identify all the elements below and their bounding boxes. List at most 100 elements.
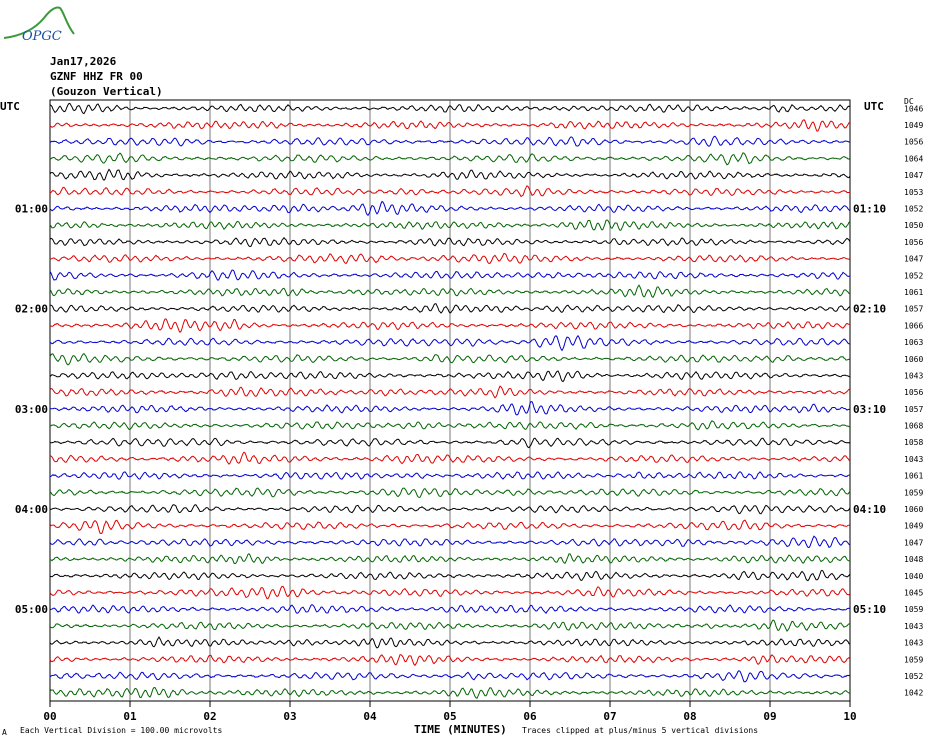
left-hour-label: 03:00 xyxy=(15,403,48,416)
x-tick-label: 05 xyxy=(443,710,456,723)
dc-offset-label: 1057 xyxy=(904,305,923,314)
right-hour-label: 03:10 xyxy=(853,403,886,416)
traces xyxy=(49,102,851,700)
dc-offset-label: 1064 xyxy=(904,154,923,163)
right-hour-label: 02:10 xyxy=(853,303,886,316)
left-hour-label: 01:00 xyxy=(15,203,48,216)
right-hour-label: 05:10 xyxy=(853,603,886,616)
dc-offset-label: 1052 xyxy=(904,205,923,214)
x-tick-label: 01 xyxy=(123,710,137,723)
seismic-trace xyxy=(49,686,851,700)
dc-offset-label: 1056 xyxy=(904,138,923,147)
seismic-trace xyxy=(49,401,851,416)
right-hour-label: 04:10 xyxy=(853,503,886,516)
dc-offset-label: 1058 xyxy=(904,438,923,447)
left-hour-label: 02:00 xyxy=(15,303,48,316)
scale-note: Each Vertical Division = 100.00 microvol… xyxy=(20,726,222,735)
x-tick-label: 03 xyxy=(283,710,296,723)
seismic-trace xyxy=(49,471,851,480)
dc-offset-label: 1043 xyxy=(904,622,923,631)
seismic-trace xyxy=(49,252,851,265)
seismic-trace xyxy=(49,535,851,549)
seismic-trace xyxy=(49,200,851,217)
x-tick-label: 07 xyxy=(603,710,616,723)
row-labels: 1046 1049 1056 1064 1047 1053 1052 1050 1056 1047… xyxy=(15,104,924,697)
dc-offset-label: 1061 xyxy=(904,288,923,297)
seismic-trace xyxy=(49,451,851,465)
seismic-trace xyxy=(49,284,851,298)
right-hour-label: 01:10 xyxy=(853,203,886,216)
seismic-trace xyxy=(49,352,851,366)
seismic-trace xyxy=(49,185,851,198)
dc-offset-label: 1043 xyxy=(904,639,923,648)
dc-offset-label: 1047 xyxy=(904,538,923,547)
x-tick-label: 00 xyxy=(43,710,56,723)
seismic-trace xyxy=(49,519,851,535)
x-tick-label: 08 xyxy=(683,710,696,723)
dc-offset-label: 1043 xyxy=(904,455,923,464)
dc-offset-label: 1056 xyxy=(904,388,923,397)
seismic-trace xyxy=(49,385,851,399)
dc-offset-label: 1053 xyxy=(904,188,923,197)
x-tick-label: 06 xyxy=(523,710,537,723)
header-location: (Gouzon Vertical) xyxy=(50,85,163,98)
seismic-trace xyxy=(49,269,851,282)
left-axis-label: UTC xyxy=(0,100,20,113)
x-tick-label: 02 xyxy=(203,710,216,723)
seismic-trace xyxy=(49,370,850,383)
dc-offset-label: 1050 xyxy=(904,221,923,230)
dc-offset-label: 1047 xyxy=(904,171,923,180)
seismic-trace xyxy=(49,654,851,667)
seismic-trace xyxy=(49,168,851,181)
dc-offset-label: 1047 xyxy=(904,255,923,264)
dc-offset-label: 1057 xyxy=(904,405,923,414)
dc-offset-label: 1060 xyxy=(904,505,923,514)
seismic-trace xyxy=(49,553,851,565)
right-axis-label: UTC xyxy=(864,100,884,113)
header-station: GZNF HHZ FR 00 xyxy=(50,70,143,83)
seismic-trace xyxy=(49,420,851,431)
seismic-trace xyxy=(49,636,851,649)
opgc-logo: OPGC xyxy=(3,6,75,44)
dc-offset-label: 1045 xyxy=(904,588,923,597)
dc-offset-label: 1052 xyxy=(904,672,923,681)
dc-offset-label: 1043 xyxy=(904,371,923,380)
left-hour-label: 04:00 xyxy=(15,503,48,516)
dc-offset-label: 1059 xyxy=(904,488,923,497)
seismic-trace xyxy=(49,569,851,582)
dc-offset-label: 1048 xyxy=(904,555,923,564)
left-hour-label: 05:00 xyxy=(15,603,48,616)
dc-offset-label: 1049 xyxy=(904,522,923,531)
x-tick-label: 09 xyxy=(763,710,776,723)
dc-offset-label: 1049 xyxy=(904,121,923,130)
seismic-trace xyxy=(49,152,851,166)
seismic-trace xyxy=(49,437,851,449)
seismic-trace xyxy=(49,102,851,115)
seismic-trace xyxy=(49,318,851,333)
seismic-trace xyxy=(49,219,851,231)
seismic-trace xyxy=(49,119,851,132)
dc-offset-label: 1068 xyxy=(904,422,923,431)
dc-offset-label: 1052 xyxy=(904,271,923,280)
header-date: Jan17,2026 xyxy=(50,55,117,68)
seismic-trace xyxy=(49,135,850,147)
seismic-trace xyxy=(49,504,851,515)
seismic-trace xyxy=(49,487,851,498)
logo-text: OPGC xyxy=(22,29,62,44)
seismic-trace xyxy=(49,585,851,600)
dc-offset-label: 1060 xyxy=(904,355,923,364)
dc-label: DC xyxy=(904,97,914,106)
clip-note: Traces clipped at plus/minus 5 vertical … xyxy=(522,726,758,735)
dc-offset-label: 1059 xyxy=(904,655,923,664)
dc-offset-label: 1042 xyxy=(904,689,923,698)
dc-offset-label: 1040 xyxy=(904,572,923,581)
seismic-trace xyxy=(49,619,851,633)
dc-offset-label: 1056 xyxy=(904,238,923,247)
dc-offset-label: 1046 xyxy=(904,104,923,113)
corner-mark: A xyxy=(2,728,7,737)
dc-offset-label: 1063 xyxy=(904,338,923,347)
dc-offset-label: 1059 xyxy=(904,605,923,614)
seismic-trace xyxy=(49,604,851,614)
seismic-trace xyxy=(49,670,851,683)
